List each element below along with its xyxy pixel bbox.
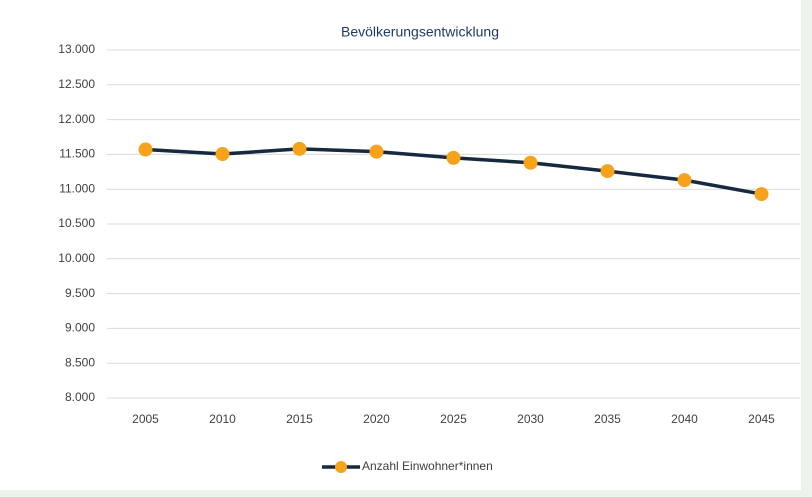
chart-title: Bevölkerungsentwicklung [341, 24, 499, 40]
x-tick-label: 2045 [748, 412, 775, 426]
data-point [369, 144, 384, 159]
x-tick-label: 2015 [286, 412, 313, 426]
y-tick-label: 8.000 [65, 390, 95, 404]
x-tick-label: 2010 [209, 412, 236, 426]
y-tick-label: 12.000 [58, 112, 95, 126]
y-tick-label: 11.500 [59, 147, 95, 161]
chart-area [0, 0, 801, 490]
y-tick-label: 10.500 [58, 216, 95, 230]
y-tick-label: 12.500 [58, 77, 95, 91]
x-tick-label: 2025 [440, 412, 467, 426]
x-tick-label: 2040 [671, 412, 698, 426]
legend-label: Anzahl Einwohner*innen [362, 459, 493, 473]
x-tick-label: 2030 [517, 412, 544, 426]
legend-marker [335, 461, 347, 473]
data-point [754, 187, 769, 202]
y-tick-label: 11.000 [59, 181, 95, 195]
data-point [600, 164, 615, 179]
data-point [292, 141, 307, 156]
data-point [138, 142, 153, 157]
x-tick-label: 2035 [594, 412, 621, 426]
x-tick-label: 2005 [132, 412, 159, 426]
data-point [215, 147, 230, 162]
y-tick-label: 13.000 [58, 42, 95, 56]
y-tick-label: 10.000 [58, 251, 95, 265]
data-point [446, 150, 461, 165]
data-point [523, 155, 538, 170]
x-tick-label: 2020 [363, 412, 390, 426]
data-point [677, 173, 692, 188]
y-tick-label: 9.000 [65, 321, 95, 335]
y-tick-label: 9.500 [65, 286, 95, 300]
y-tick-label: 8.500 [65, 355, 95, 369]
